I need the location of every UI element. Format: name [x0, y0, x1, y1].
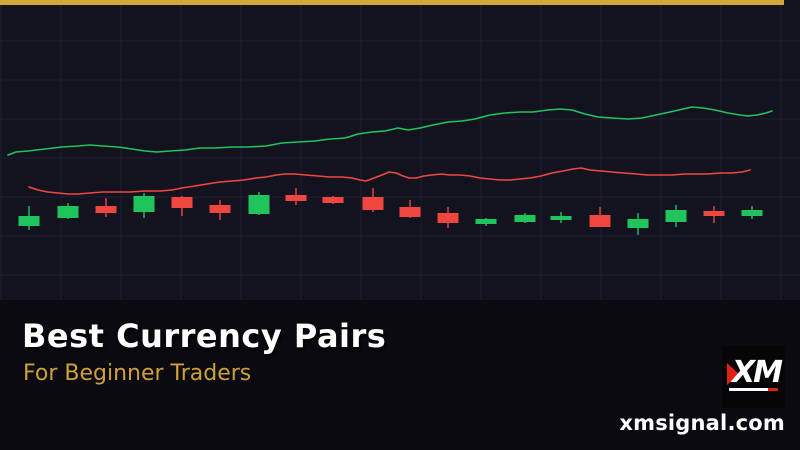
top-accent-bar [0, 0, 784, 5]
play-triangle-icon [727, 363, 739, 385]
logo-underline-red [768, 388, 778, 391]
caption-band: Best Currency Pairs For Beginner Traders… [0, 300, 800, 450]
page-subtitle: For Beginner Traders [23, 361, 252, 386]
website-url: xmsignal.com [619, 411, 785, 435]
xm-logo: XM [722, 346, 785, 408]
page-title: Best Currency Pairs [22, 317, 387, 355]
price-chart [0, 5, 800, 300]
logo-underline-white [729, 388, 768, 391]
chart-area [0, 0, 800, 300]
xm-logo-text: XM [732, 355, 783, 390]
